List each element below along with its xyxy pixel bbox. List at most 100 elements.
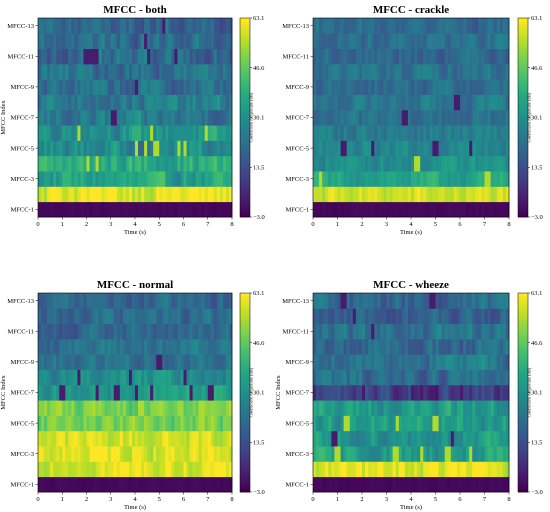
heatmap-cell [423,79,427,95]
heatmap-cell [411,186,415,203]
heatmap-cell [460,155,464,172]
heatmap-cell [204,201,209,218]
heatmap-cell [435,461,439,478]
heatmap-cell [429,155,433,172]
heatmap-cell [162,430,166,447]
heatmap-cell [493,186,498,203]
heatmap-cell [92,293,96,309]
heatmap-cell [219,63,224,80]
heatmap-cell [380,125,384,141]
heatmap-cell [119,430,124,447]
heatmap-cell [368,18,372,34]
heatmap-cell [116,354,121,370]
heatmap-cell [346,155,351,172]
heatmap-cell [502,354,507,370]
heatmap-cell [80,33,84,50]
heatmap-cell [180,323,184,340]
heatmap-cell [368,293,372,309]
heatmap-cell [426,125,430,141]
heatmap-cell [343,476,348,493]
heatmap-cell [219,155,224,172]
heatmap-cell [346,293,351,309]
heatmap-cell [216,338,221,355]
x-tick-label: 7 [206,221,210,228]
heatmap-cell [380,33,384,50]
heatmap-cell [119,33,124,50]
heatmap-cell [417,415,421,432]
heatmap-cell [316,323,320,340]
heatmap-cell [417,79,421,95]
heatmap-cell [216,201,221,218]
heatmap-cell [228,201,233,218]
colorbar-segment [240,180,250,185]
heatmap-cell [110,293,115,309]
heatmap-cell [38,476,42,493]
heatmap-cell [478,48,482,65]
heatmap-cell [441,140,446,157]
heatmap-cell [225,186,230,203]
heatmap-cell [74,430,78,447]
heatmap-cell [496,354,501,370]
heatmap-cell [213,18,218,34]
x-tick-label: 4 [409,496,413,503]
colorbar-segment [518,57,528,62]
heatmap-cell [47,125,51,141]
heatmap-cell [180,79,184,95]
heatmap-cell [447,201,452,218]
heatmap-cell [469,308,473,325]
heatmap-cell [210,354,215,370]
heatmap-cell [177,94,181,111]
heatmap-cell [362,354,366,370]
colorbar-segment [240,147,250,152]
heatmap-cell [210,323,215,340]
heatmap-cell [95,186,100,203]
heatmap-cell [104,338,109,355]
colorbar-segment [240,104,250,108]
heatmap-cell [207,476,212,493]
heatmap-cell [147,430,151,447]
heatmap-cell [478,155,482,172]
heatmap-cell [319,140,323,157]
heatmap-cell [337,109,341,126]
heatmap-cell [395,186,400,203]
heatmap-cell [316,430,320,447]
heatmap-cell [119,109,124,126]
heatmap-cell [355,186,360,203]
colorbar-segment [240,74,250,79]
heatmap-cell [447,415,452,432]
colorbar-segment [240,160,250,165]
heatmap-cell [441,308,446,325]
heatmap-cell [325,323,329,340]
heatmap-cell [358,94,363,111]
colorbar-segment [240,61,250,65]
heatmap-cell [469,79,473,95]
colorbar-label: Coefficient Amplitude (dB) [527,92,532,142]
colorbar-segment [240,34,250,39]
heatmap-cell [165,94,169,111]
heatmap-cell [499,369,504,386]
heatmap-cell [499,18,504,34]
heatmap-cell [53,446,57,462]
x-tick-label: 4 [409,221,413,228]
heatmap-cell [352,48,357,65]
heatmap-cell [141,338,145,355]
heatmap-cell [469,48,473,65]
heatmap-cell [401,109,406,126]
heatmap-cell [216,369,221,386]
x-axis-label: Time (s) [124,504,146,511]
heatmap-cell [201,186,206,203]
heatmap-cell [392,461,397,478]
heatmap-cell [395,446,400,462]
heatmap-cell [493,140,498,157]
heatmap-cell [389,415,394,432]
heatmap-cell [53,109,57,126]
heatmap-cell [228,354,233,370]
heatmap-cell [466,476,470,493]
heatmap-cell [62,171,66,187]
heatmap-cell [65,33,69,50]
heatmap-cell [362,476,366,493]
heatmap-cell [432,79,436,95]
heatmap-cell [453,338,458,355]
heatmap-cell [493,354,498,370]
heatmap-cell [65,415,69,432]
